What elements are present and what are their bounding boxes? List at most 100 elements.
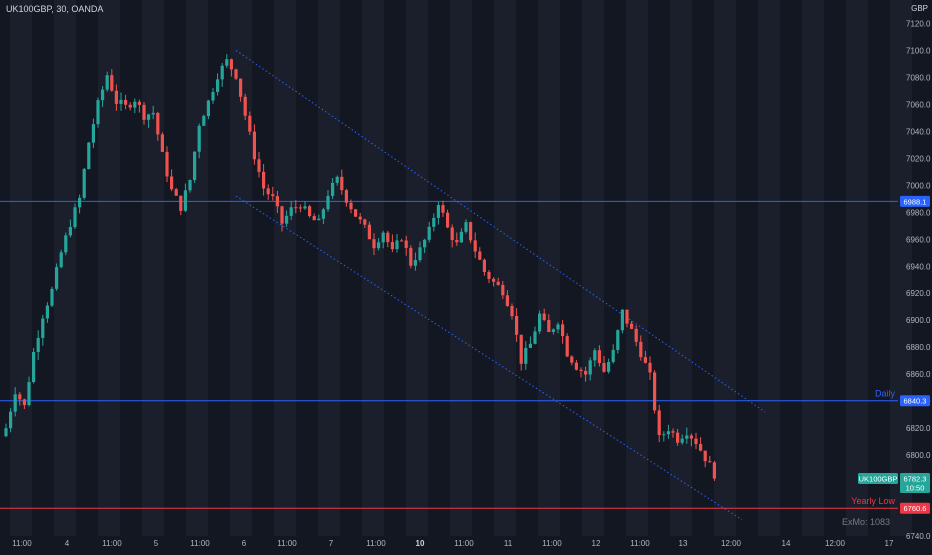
candle-body — [657, 410, 661, 436]
candle-body — [574, 362, 578, 370]
candle-body — [216, 79, 220, 92]
candle-body — [197, 125, 201, 152]
session-band — [54, 0, 76, 536]
candle-body — [27, 382, 31, 406]
time-tick-label: 5 — [154, 539, 159, 548]
watermark: ExMo: 1083 — [842, 517, 890, 527]
candle-body — [128, 104, 132, 108]
candle-body — [708, 461, 712, 463]
candle-body — [243, 96, 247, 116]
candle-body — [671, 431, 675, 433]
candle-body — [331, 182, 335, 196]
time-tick-label: 12:00 — [825, 539, 846, 548]
candle-body — [436, 205, 440, 218]
candle-body — [78, 197, 82, 208]
candle-body — [91, 124, 95, 143]
candle-body — [96, 100, 100, 125]
candle-body — [381, 232, 385, 243]
time-tick-label: 13 — [679, 539, 688, 548]
candle-body — [367, 224, 371, 240]
time-tick-label: 11:00 — [542, 539, 562, 548]
channel-lower-line — [235, 195, 743, 521]
time-axis: 11:00 4 11:00 5 11:00 6 11:00 7 11:00 10 11:00 11 11… — [12, 539, 894, 548]
candle-body — [363, 219, 367, 225]
candle-body — [335, 176, 339, 183]
candle-body — [510, 306, 514, 316]
candle-body — [289, 207, 293, 216]
candle-body — [170, 176, 174, 190]
candle-body — [22, 399, 26, 406]
channel-upper-line — [235, 50, 766, 413]
candle-body — [321, 209, 325, 219]
candle-body — [685, 435, 689, 439]
session-band — [230, 0, 252, 536]
candle-body — [9, 411, 13, 429]
candle-body — [625, 309, 629, 324]
candle-body — [124, 99, 128, 105]
level-value-label: 6760.6 — [904, 504, 927, 513]
price-tick-label: 6960.0 — [906, 235, 931, 244]
time-tick-label: 10 — [416, 539, 425, 548]
level-value-tag — [900, 195, 930, 207]
session-band — [450, 0, 472, 536]
candle-body — [229, 59, 233, 70]
price-tick-label: 7000.0 — [906, 181, 931, 190]
candle-body — [561, 324, 565, 337]
candle-body — [593, 350, 597, 361]
candle-body — [50, 288, 54, 306]
candle-body — [55, 267, 59, 289]
candle-body — [266, 188, 270, 195]
candle-body — [165, 151, 169, 177]
candle-body — [105, 75, 109, 90]
candle-body — [82, 169, 86, 198]
time-tick-label: 11:00 — [277, 539, 297, 548]
time-tick-label: 11:00 — [366, 539, 386, 548]
candle-body — [174, 189, 178, 196]
candle-body — [694, 438, 698, 445]
candle-body — [4, 428, 8, 437]
candle-body — [211, 91, 215, 101]
candle-body — [285, 215, 289, 224]
candle-body — [262, 171, 266, 189]
candle-body — [653, 372, 657, 411]
candle-body — [643, 357, 647, 363]
candle-body — [607, 362, 611, 372]
candle-body — [487, 272, 491, 279]
candle-body — [390, 242, 394, 250]
candle-body — [712, 462, 716, 479]
candle-body — [377, 242, 381, 249]
session-band — [538, 0, 560, 536]
candle-body — [547, 320, 551, 332]
last-price-value-tag — [900, 472, 930, 493]
time-tick-label: 6 — [242, 539, 247, 548]
candle-body — [524, 347, 528, 364]
candle-body — [597, 350, 601, 363]
candle-body — [68, 227, 72, 236]
price-tick-label: 6980.0 — [906, 208, 931, 217]
candle-body — [699, 444, 703, 451]
candle-body — [492, 278, 496, 282]
candle-body — [354, 209, 358, 217]
candle-body — [570, 356, 574, 363]
candle-body — [179, 195, 183, 211]
candle-body — [409, 247, 413, 266]
level-value-tag — [900, 502, 930, 514]
last-price-countdown: 10:50 — [906, 483, 925, 492]
candle-body — [294, 207, 298, 209]
candle-body — [662, 434, 666, 436]
level-value-label: 6988.1 — [904, 197, 927, 206]
candle-body — [482, 259, 486, 273]
candle-body — [137, 101, 141, 105]
candle-body — [395, 240, 399, 250]
time-tick-label: 11 — [504, 539, 513, 548]
candle-body — [533, 331, 537, 344]
time-tick-label: 11:00 — [630, 539, 650, 548]
candle-body — [114, 90, 118, 104]
candle-body — [634, 328, 638, 342]
candle-body — [413, 260, 417, 266]
candle-body — [565, 336, 569, 357]
candle-body — [193, 151, 197, 180]
candle-body — [36, 337, 40, 353]
